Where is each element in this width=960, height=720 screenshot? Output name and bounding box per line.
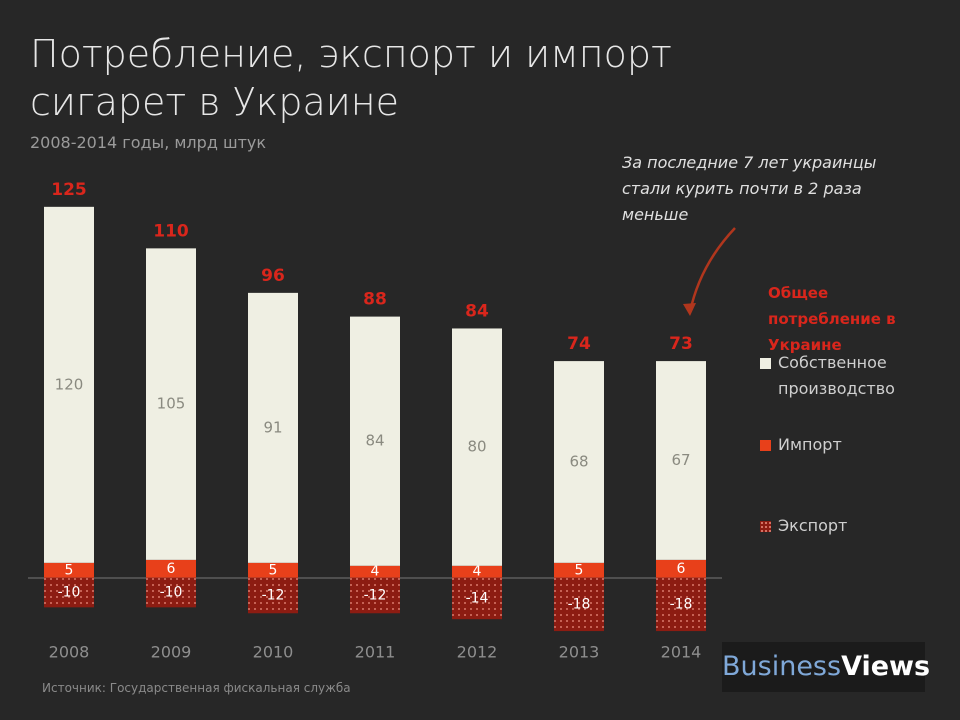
total-label: 84 (465, 301, 489, 321)
bar-production (248, 292, 298, 563)
production-label: 91 (263, 418, 282, 436)
total-label: 110 (153, 221, 189, 241)
bar-export (452, 577, 502, 620)
bar-import (248, 562, 298, 578)
legend-label: Импорт (778, 435, 842, 454)
legend-swatch (760, 521, 771, 532)
arrow-head (683, 303, 696, 316)
production-label: 67 (671, 451, 690, 469)
import-label: 6 (677, 561, 686, 577)
bar-export (44, 577, 94, 608)
production-label: 68 (569, 452, 588, 470)
export-label: -10 (160, 585, 183, 601)
bar-export (656, 577, 706, 632)
logo-part: Views (841, 651, 931, 682)
logo-part: Business (722, 651, 842, 682)
bar-production (554, 361, 604, 563)
bar-import (350, 565, 400, 578)
total-label: 73 (669, 334, 693, 354)
export-label: -10 (58, 585, 81, 601)
bar-import (452, 565, 502, 578)
bar-export (248, 577, 298, 614)
legend-swatch (760, 358, 771, 369)
legend-label: Собственное производство (778, 353, 895, 398)
subtitle: 2008-2014 годы, млрд штук (30, 133, 267, 152)
bar-export (554, 577, 604, 632)
bar-import (656, 559, 706, 578)
bar-production (146, 248, 196, 560)
import-label: 4 (473, 564, 482, 580)
bar-import (554, 562, 604, 578)
x-tick-label: 2014 (661, 643, 702, 662)
import-label: 6 (167, 561, 176, 577)
legend-title: Общее потребление в Украине (768, 284, 896, 354)
legend-label: Экспорт (778, 516, 848, 535)
total-label: 125 (51, 180, 87, 200)
total-label: 96 (261, 266, 285, 286)
x-tick-label: 2012 (457, 643, 498, 662)
bar-production (44, 206, 94, 563)
bar-export (350, 577, 400, 614)
bar-production (656, 361, 706, 560)
x-tick-label: 2010 (253, 643, 294, 662)
bar-export (146, 577, 196, 608)
arrow (688, 227, 736, 313)
export-label: -12 (364, 587, 387, 603)
x-tick-label: 2013 (559, 643, 600, 662)
bar-production (350, 316, 400, 566)
export-label: -12 (262, 587, 285, 603)
x-tick-label: 2011 (355, 643, 396, 662)
production-label: 105 (157, 395, 186, 413)
production-label: 120 (55, 375, 84, 393)
export-label: -18 (568, 596, 591, 612)
x-tick-label: 2008 (49, 643, 90, 662)
x-tick-label: 2009 (151, 643, 192, 662)
chart-title: Потребление, экспорт и импорт сигарет в … (30, 32, 672, 124)
bar-import (44, 562, 94, 578)
import-label: 4 (371, 564, 380, 580)
total-label: 88 (363, 290, 387, 310)
export-label: -14 (466, 590, 489, 606)
import-label: 5 (65, 562, 74, 578)
total-label: 74 (567, 334, 591, 354)
export-label: -18 (670, 596, 693, 612)
bar-production (452, 328, 502, 566)
legend-swatch (760, 440, 771, 451)
production-label: 80 (467, 438, 486, 456)
production-label: 84 (365, 432, 384, 450)
logo: BusinessViews (722, 642, 930, 692)
bar-import (146, 559, 196, 578)
source: Источник: Государственная фискальная слу… (42, 681, 351, 695)
annotation: За последние 7 лет украинцы стали курить… (622, 153, 877, 224)
import-label: 5 (269, 562, 278, 578)
import-label: 5 (575, 562, 584, 578)
